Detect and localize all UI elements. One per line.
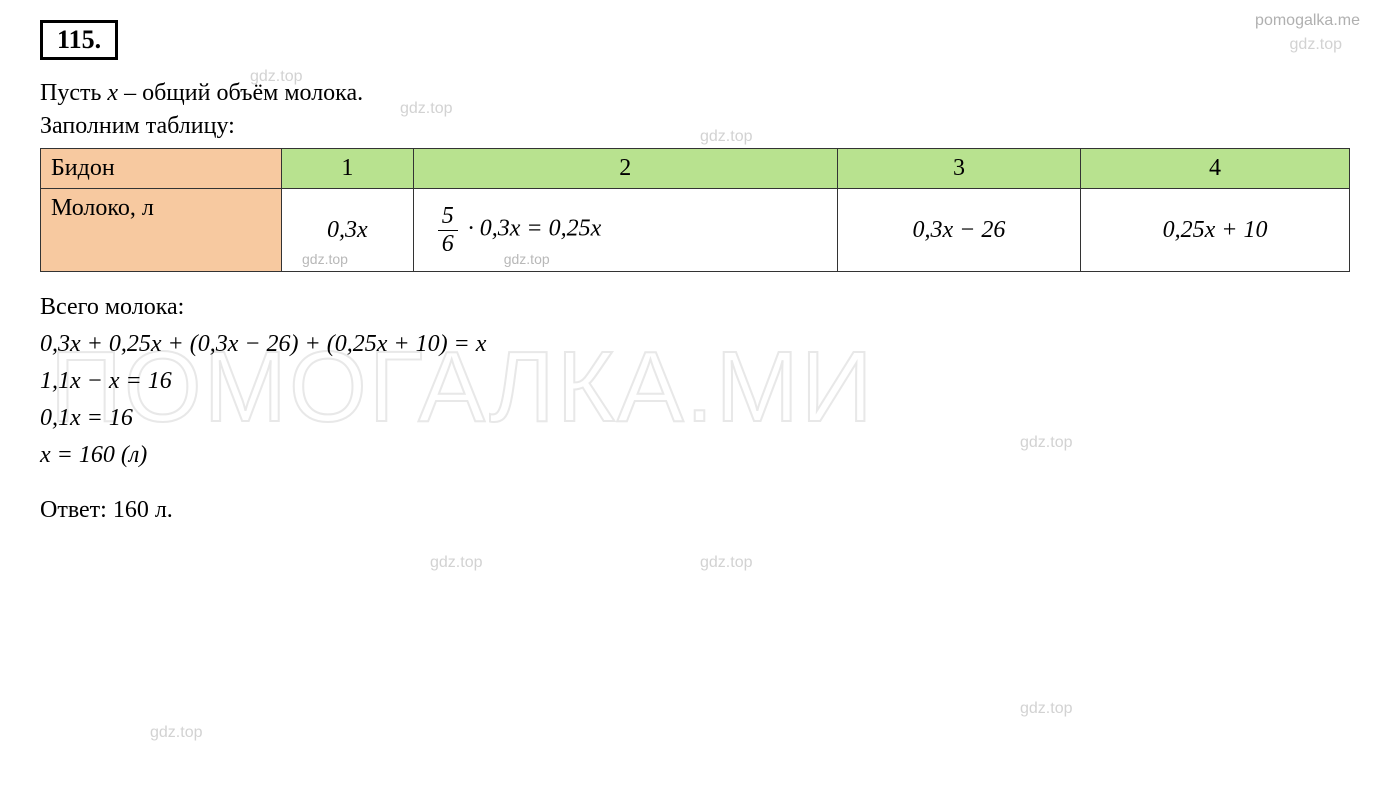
- equation-1: 0,3x + 0,25x + (0,3x − 26) + (0,25x + 10…: [40, 331, 1360, 358]
- cell-1: 0,3x gdz.top: [282, 189, 414, 272]
- watermark-small: gdz.top: [302, 251, 348, 267]
- equation-3: 0,1x = 16: [40, 405, 1360, 432]
- solution-content: 115. Пусть x – общий объём молока. Запол…: [40, 20, 1360, 524]
- equation-2: 1,1x − x = 16: [40, 368, 1360, 395]
- watermark-small: gdz.top: [150, 724, 202, 742]
- answer-label: Ответ:: [40, 497, 113, 523]
- intro-line-1: Пусть x – общий объём молока.: [40, 80, 1360, 107]
- watermark-small: gdz.top: [1020, 700, 1072, 718]
- intro-post: – общий объём молока.: [118, 80, 363, 106]
- total-label: Всего молока:: [40, 294, 1360, 321]
- cell-3: 0,3x − 26: [837, 189, 1080, 272]
- frac-den: 6: [438, 231, 458, 257]
- table-row: Бидон 1 2 3 4: [41, 149, 1350, 189]
- watermark-small: gdz.top: [700, 554, 752, 572]
- watermark-small: gdz.top: [430, 554, 482, 572]
- problem-number-box: 115.: [40, 20, 118, 60]
- equation-4: x = 160 (л): [40, 442, 1360, 469]
- row-header-bidon: Бидон: [41, 149, 282, 189]
- intro-var: x: [107, 80, 118, 106]
- table-row: Молоко, л 0,3x gdz.top 5 6 · 0,3x = 0,25…: [41, 189, 1350, 272]
- answer-value: 160 л.: [113, 497, 173, 523]
- cell-2: 5 6 · 0,3x = 0,25x gdz.top: [413, 189, 837, 272]
- col-header-1: 1: [282, 149, 414, 189]
- row-header-milk: Молоко, л: [41, 189, 282, 272]
- col-header-2: 2: [413, 149, 837, 189]
- milk-table: Бидон 1 2 3 4 Молоко, л 0,3x gdz.top 5 6…: [40, 148, 1350, 272]
- cell-1-value: 0,3x: [327, 217, 368, 243]
- fraction-5-6: 5 6: [438, 203, 458, 257]
- answer-line: Ответ: 160 л.: [40, 497, 1360, 524]
- col-header-3: 3: [837, 149, 1080, 189]
- cell-4: 0,25x + 10: [1081, 189, 1350, 272]
- intro-line-2: Заполним таблицу:: [40, 113, 1360, 140]
- watermark-small: gdz.top: [504, 251, 550, 267]
- intro-pre: Пусть: [40, 80, 107, 106]
- col-header-4: 4: [1081, 149, 1350, 189]
- cell-2-rest: · 0,3x = 0,25x: [462, 216, 602, 242]
- frac-num: 5: [438, 203, 458, 230]
- equations-block: Всего молока: 0,3x + 0,25x + (0,3x − 26)…: [40, 294, 1360, 469]
